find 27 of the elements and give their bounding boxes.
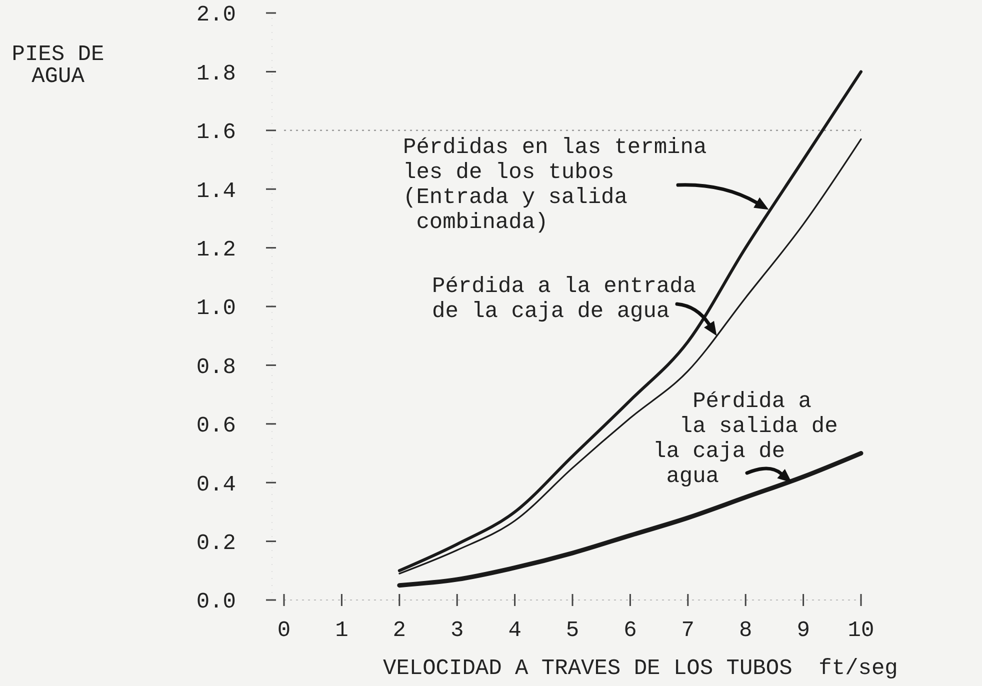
y-tick-label: 1.8 [196, 61, 236, 86]
y-tick-label: 0.0 [196, 590, 236, 615]
x-axis-title: VELOCIDAD A TRAVES DE LOS TUBOS ft/seg [383, 656, 898, 681]
annotation: Pérdida a la entrada de la caja de agua [432, 274, 696, 324]
y-tick-label: 1.6 [196, 120, 236, 146]
y-tick-label: 0.6 [196, 414, 236, 439]
x-tick-label: 7 [681, 618, 694, 643]
y-tick-label: 0.4 [196, 472, 236, 498]
y-tick-label: 0.8 [196, 354, 236, 380]
x-tick-label: 6 [624, 618, 637, 643]
annotation: Pérdida a la salida de la caja de agua [653, 389, 838, 489]
x-tick-label: 8 [739, 618, 752, 643]
x-tick-label: 3 [450, 618, 464, 643]
y-tick-label: 1.0 [196, 296, 236, 322]
x-tick-label: 9 [796, 618, 810, 643]
y-axis-title: PIES DE AGUA [12, 42, 104, 89]
x-tick-label: 1 [335, 618, 348, 643]
x-tick-label: 10 [848, 618, 874, 643]
y-tick-label: 1.2 [196, 238, 236, 262]
y-tick-label: 2.0 [196, 2, 236, 28]
x-tick-label: 5 [566, 618, 580, 643]
x-tick-label: 4 [508, 618, 522, 643]
x-tick-label: 2 [392, 618, 406, 643]
x-tick-label: 0 [277, 618, 291, 643]
annotation: Pérdidas en las termina les de los tubos (Entrada y salida combinada) [403, 135, 707, 235]
y-tick-label: 0.2 [196, 531, 236, 556]
y-tick-label: 1.4 [196, 178, 236, 204]
